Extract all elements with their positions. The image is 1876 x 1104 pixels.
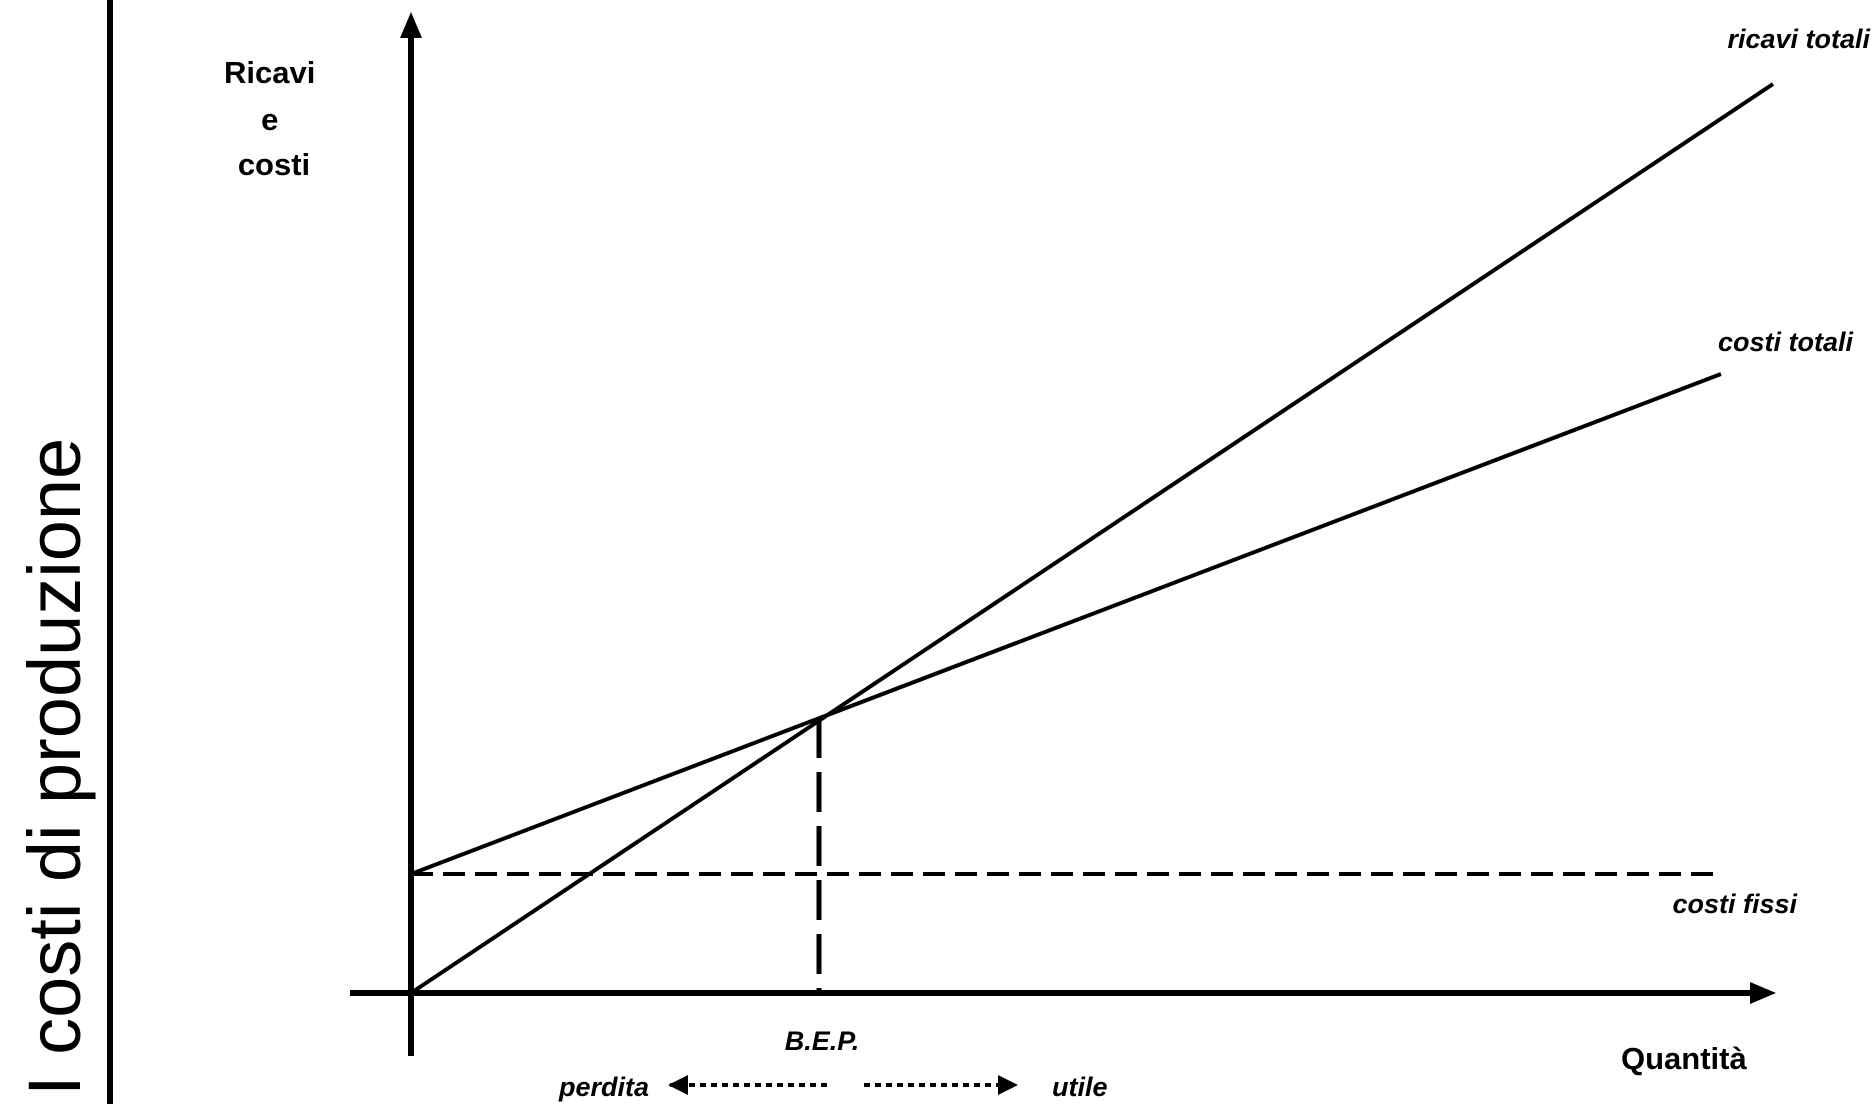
loss-label: perdita [558,1072,649,1102]
x-axis-label: Quantità [1621,1041,1747,1076]
profit-label: utile [1052,1072,1108,1102]
x-axis-arrowhead [1750,982,1776,1004]
y-axis-arrowhead [400,12,422,38]
y-axis-label-line-2: e [261,102,278,137]
total-revenue-line [411,84,1773,993]
fixed-costs-label: costi fissi [1672,889,1797,919]
y-axis-label-line-3: costi [238,147,310,182]
y-axis-label: Ricavi e costi [224,55,324,182]
total-costs-label: costi totali [1718,327,1854,357]
bep-label: B.E.P. [785,1026,860,1056]
y-axis-label-line-1: Ricavi [224,55,315,90]
side-title: I costi di produzione [13,438,96,1096]
total-costs-line [411,374,1721,874]
total-revenue-label: ricavi totali [1727,24,1870,54]
